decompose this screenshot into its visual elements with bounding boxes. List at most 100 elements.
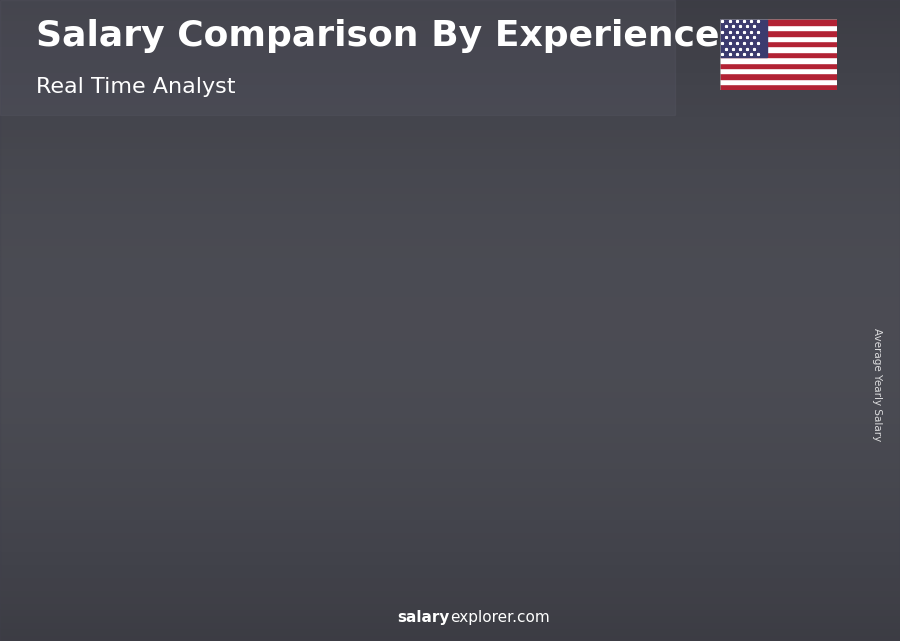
Bar (657, 547, 662, 551)
Bar (154, 538, 159, 539)
Bar (406, 438, 410, 440)
Bar (154, 539, 159, 541)
Bar (723, 338, 788, 342)
Bar (346, 531, 410, 534)
Bar (657, 551, 662, 554)
Bar (280, 441, 285, 443)
Bar (220, 527, 285, 529)
Bar (597, 300, 662, 304)
Bar (220, 469, 285, 472)
Bar (346, 448, 410, 451)
Bar (723, 479, 788, 483)
Bar (280, 428, 285, 431)
Bar (154, 537, 159, 538)
Bar (0, 577, 900, 583)
Bar (531, 419, 536, 422)
Bar (220, 394, 285, 395)
Bar (406, 417, 410, 419)
Bar (94, 551, 159, 553)
Bar (346, 507, 410, 510)
Bar (346, 395, 410, 397)
Bar (531, 516, 536, 519)
Bar (0, 32, 900, 38)
Bar (346, 408, 410, 411)
Bar (657, 494, 662, 497)
Bar (657, 370, 662, 374)
Bar (723, 349, 788, 354)
Bar (346, 360, 410, 363)
Bar (346, 406, 410, 408)
Bar (94, 481, 159, 483)
Bar (723, 446, 788, 450)
Bar (597, 420, 662, 424)
Bar (280, 418, 285, 420)
Bar (406, 443, 410, 445)
Bar (597, 310, 662, 314)
Bar (94, 513, 159, 515)
Bar (406, 406, 410, 408)
Bar (154, 506, 159, 507)
Bar (597, 374, 662, 378)
Bar (94, 444, 159, 446)
Bar (346, 355, 410, 358)
Bar (220, 519, 285, 520)
Bar (220, 438, 285, 441)
Bar (0, 244, 900, 250)
Bar (406, 360, 410, 363)
Bar (154, 535, 159, 537)
Bar (531, 487, 536, 490)
Bar (531, 399, 536, 403)
Bar (472, 303, 536, 306)
Bar (346, 347, 410, 350)
Bar (0, 71, 900, 77)
Bar (783, 491, 788, 495)
Bar (280, 519, 285, 520)
Bar (280, 459, 285, 462)
Bar (597, 533, 662, 537)
Bar (94, 470, 159, 472)
Bar (783, 409, 788, 413)
Bar (406, 379, 410, 382)
Bar (472, 393, 536, 396)
Bar (657, 293, 662, 297)
Bar (406, 515, 410, 518)
Bar (94, 545, 159, 547)
Bar (472, 531, 536, 535)
Bar (406, 523, 410, 526)
Bar (406, 544, 410, 547)
Bar (597, 522, 662, 526)
Bar (783, 517, 788, 520)
Bar (0, 103, 900, 109)
Bar (0, 250, 900, 256)
Bar (472, 490, 536, 493)
Bar (783, 391, 788, 394)
Bar (280, 508, 285, 510)
Bar (472, 322, 536, 326)
Bar (0, 0, 675, 115)
Bar (406, 496, 410, 499)
Bar (531, 351, 536, 354)
Bar (406, 494, 410, 496)
Bar (657, 445, 662, 448)
Bar (406, 387, 410, 390)
Bar (154, 438, 159, 440)
Bar (657, 360, 662, 363)
Bar (597, 512, 662, 515)
Bar (597, 321, 662, 325)
Bar (783, 506, 788, 510)
Bar (723, 424, 788, 428)
Bar (94, 492, 159, 494)
Bar (406, 448, 410, 451)
Bar (406, 429, 410, 433)
Text: 41,100 USD: 41,100 USD (91, 417, 173, 431)
Bar (220, 541, 285, 544)
Bar (346, 363, 410, 366)
Bar (720, 30, 837, 35)
Bar (720, 19, 837, 24)
Bar (531, 299, 536, 303)
Bar (406, 350, 410, 353)
Bar (220, 445, 285, 447)
Bar (220, 514, 285, 517)
Bar (0, 487, 900, 494)
Bar (723, 490, 788, 495)
